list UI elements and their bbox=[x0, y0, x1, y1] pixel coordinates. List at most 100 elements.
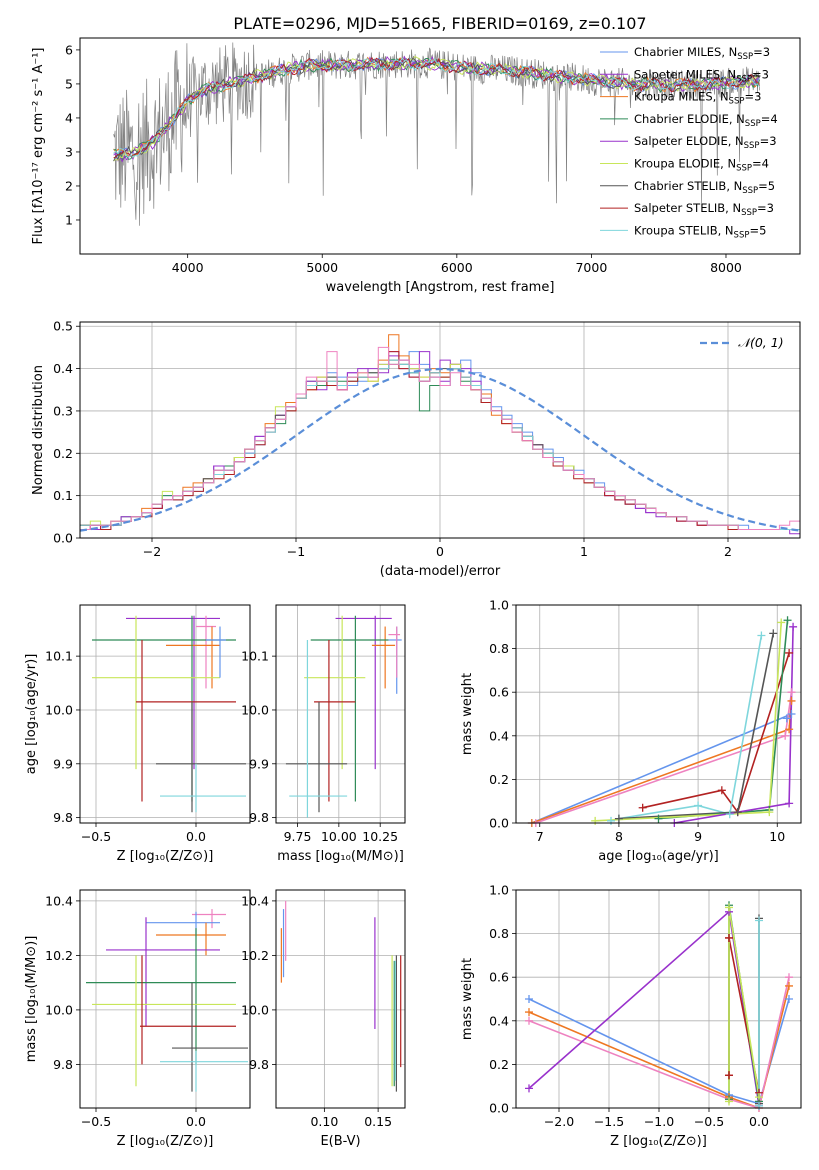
spectrum-ytick-label: 5 bbox=[65, 76, 73, 91]
mass_weight_vs_Z-marker bbox=[525, 1008, 533, 1017]
mass_weight_vs_age-frame bbox=[515, 604, 802, 824]
histogram-legend-label: 𝒩(0, 1) bbox=[738, 335, 784, 350]
spectrum-panel: 4000 5000 6000 7000 8000 1 2 3 4 5 6 wavelength [An… bbox=[31, 37, 801, 295]
spectrum-legend-sub: SSP bbox=[736, 74, 752, 84]
spectrum-ylabel: Flux [fλ10⁻¹⁷ erg cm⁻² s⁻¹ A⁻¹] bbox=[31, 48, 46, 245]
histogram-ytick-label: 0.4 bbox=[53, 361, 73, 376]
mass_weight_vs_age-xtick-label: 8 bbox=[615, 829, 623, 844]
histogram-panel: −2 −1 0 1 2 0.0 0.1 0.2 0.3 0.4 0.5 (data-model)/er… bbox=[31, 319, 801, 579]
spectrum-legend-label: Salpeter STELIB, NSSP=3 bbox=[634, 201, 774, 218]
age_vs_mass-plot-area bbox=[285, 615, 402, 818]
mass_weight_vs_age-ytick-label: 0.4 bbox=[489, 728, 509, 743]
mass_vs_Z-ytick-label: 10.2 bbox=[45, 948, 73, 963]
mass_vs_Z-ytick-label: 10.4 bbox=[45, 893, 73, 908]
mass_vs_EBV-xtick-label: 0.10 bbox=[310, 1114, 338, 1129]
histogram-series-line bbox=[80, 346, 800, 530]
mass_weight_vs_Z-xtick-label: −1.5 bbox=[594, 1114, 624, 1129]
mass_weight_vs_age-ytick-label: 1.0 bbox=[489, 598, 509, 613]
mass_weight_vs_age-marker bbox=[765, 808, 774, 817]
age_vs_mass-xtick-label: 10.00 bbox=[321, 829, 357, 844]
mass_weight_vs_age-marker bbox=[785, 725, 794, 734]
mass_weight_vs_Z-ytick-label: 0.6 bbox=[489, 970, 509, 985]
spectrum-legend-label: Salpeter ELODIE, NSSP=3 bbox=[634, 134, 777, 151]
mass_vs_EBV-ytick-label: 10.4 bbox=[241, 893, 269, 908]
age_vs_Z-frame bbox=[79, 604, 251, 824]
mass_weight_vs_Z-ytick-label: 1.0 bbox=[489, 883, 509, 898]
mass_vs_Z-frame bbox=[79, 889, 251, 1109]
histogram-ytick-label: 0.1 bbox=[53, 488, 73, 503]
mass_vs_EBV-ytick-label: 10.0 bbox=[241, 1002, 269, 1017]
spectrum-legend-tail: =3 bbox=[757, 201, 774, 215]
spectrum-model-line bbox=[113, 57, 760, 159]
mass_weight_vs_Z-marker bbox=[785, 981, 793, 990]
spectrum-plot-area bbox=[113, 42, 761, 226]
age_vs_Z-plot-area bbox=[92, 615, 246, 813]
mass_weight_vs_age-marker bbox=[733, 808, 742, 817]
age_vs_mass-frame bbox=[275, 604, 406, 824]
spectrum-legend-tail: =4 bbox=[761, 112, 778, 126]
mass_vs_EBV-panel: 0.10 0.15 9.8 10.0 10.2 10.4 E(B-V) bbox=[241, 889, 406, 1149]
mass_weight_vs_age-marker bbox=[725, 810, 734, 819]
mass_vs_EBV-ytick-label: 10.2 bbox=[241, 948, 269, 963]
spectrum-legend-tail: =3 bbox=[752, 67, 769, 81]
mass_weight_vs_Z-xtick-label: −2.0 bbox=[544, 1114, 574, 1129]
mass_weight_vs_Z-xtick-label: −1.0 bbox=[644, 1114, 674, 1129]
mass_weight_vs_age-marker bbox=[789, 622, 798, 631]
spectrum-legend-sub: SSP bbox=[742, 186, 758, 196]
mass_weight_vs_Z-ytick-label: 0.0 bbox=[489, 1101, 509, 1116]
mass_weight_vs_age-marker bbox=[638, 803, 647, 812]
mass_weight_vs_age-xtick-label: 9 bbox=[694, 829, 702, 844]
age_vs_Z-ytick-label: 10.1 bbox=[45, 649, 73, 664]
spectrum-legend-tail: =3 bbox=[753, 45, 770, 59]
mass_weight_vs_age-xlabel: age [log₁₀(age/yr)] bbox=[598, 849, 719, 864]
mass_vs_EBV-frame bbox=[275, 889, 406, 1109]
spectrum-legend-label: Chabrier MILES, NSSP=3 bbox=[634, 45, 770, 62]
mass_weight_vs_age-marker bbox=[769, 629, 778, 638]
spectrum-xtick-label: 7000 bbox=[575, 260, 607, 275]
mass_weight_vs_Z-marker bbox=[525, 1084, 533, 1093]
mass_weight_vs_Z-series-line bbox=[528, 985, 790, 1108]
spectrum-legend-tail: =5 bbox=[749, 223, 766, 237]
age_vs_Z-xtick-label: −0.5 bbox=[81, 829, 111, 844]
mass_weight_vs_Z-marker bbox=[785, 995, 793, 1003]
mass_weight_vs_age-panel: 7 8 9 10 0.0 0.2 0.4 0.6 0.8 1.0 age [log₁₀(age/yr… bbox=[460, 598, 802, 864]
histogram-plot-area bbox=[80, 334, 800, 535]
spectrum-ytick-label: 6 bbox=[65, 42, 73, 57]
mass_vs_EBV-plot-area bbox=[280, 900, 402, 1092]
spectrum-legend-tail: =3 bbox=[760, 134, 777, 148]
mass_weight_vs_age-marker bbox=[777, 618, 786, 627]
mass_weight_vs_age-ytick-label: 0.6 bbox=[489, 685, 509, 700]
spectrum-frame bbox=[79, 37, 801, 255]
mass_weight_vs_Z-plot-area bbox=[528, 905, 790, 1108]
mass_weight_vs_Z-marker bbox=[755, 916, 763, 925]
mass_weight_vs_age-series-line bbox=[642, 652, 790, 814]
mass_vs_Z-xtick-label: 0.0 bbox=[186, 1114, 206, 1129]
spectrum-legend-label: Kroupa ELODIE, NSSP=4 bbox=[634, 157, 769, 174]
histogram-xtick-label: −1 bbox=[287, 544, 305, 559]
age_vs_Z-ytick-label: 10.0 bbox=[45, 702, 73, 717]
mass_weight_vs_age-marker bbox=[782, 714, 791, 723]
spectrum-xtick-label: 6000 bbox=[441, 260, 473, 275]
age_vs_Z-panel: −0.5 0.0 9.8 9.9 10.0 10.1 Z [log₁₀(Z/Z⊙)] age … bbox=[24, 604, 251, 864]
spectrum-xtick-label: 4000 bbox=[172, 260, 204, 275]
age_vs_mass-ytick-label: 10.1 bbox=[241, 649, 269, 664]
mass_weight_vs_Z-marker bbox=[525, 1016, 533, 1025]
mass_weight_vs_Z-xtick-label: −0.5 bbox=[694, 1114, 724, 1129]
mass_weight_vs_Z-marker bbox=[725, 933, 733, 942]
spectrum-ytick-label: 3 bbox=[65, 144, 73, 159]
age_vs_mass-xtick-label: 10.25 bbox=[362, 829, 398, 844]
mass_weight_vs_Z-marker bbox=[525, 995, 533, 1003]
spectrum-legend-label: Chabrier STELIB, NSSP=5 bbox=[634, 179, 775, 196]
mass_weight_vs_Z-ytick-label: 0.8 bbox=[489, 926, 509, 941]
mass_weight_vs_age-ytick-label: 0.8 bbox=[489, 641, 509, 656]
panels: 4000 5000 6000 7000 8000 1 2 3 4 5 6 wavelength [An… bbox=[24, 37, 802, 1149]
mass_vs_Z-xlabel: Z [log₁₀(Z/Z⊙)] bbox=[117, 1134, 214, 1149]
histogram-xtick-label: 0 bbox=[436, 544, 444, 559]
mass_vs_Z-ytick-label: 9.8 bbox=[53, 1057, 73, 1072]
spectrum-legend-sub: SSP bbox=[744, 141, 760, 151]
mass_weight_vs_Z-ytick-label: 0.2 bbox=[489, 1057, 509, 1072]
age_vs_mass-panel: 9.75 10.00 10.25 9.8 9.9 10.0 10.1 mass [log₁₀(… bbox=[241, 604, 406, 864]
mass_weight_vs_age-marker bbox=[781, 731, 790, 740]
spectrum-model-line bbox=[113, 57, 760, 162]
spectrum-xtick-label: 5000 bbox=[306, 260, 338, 275]
